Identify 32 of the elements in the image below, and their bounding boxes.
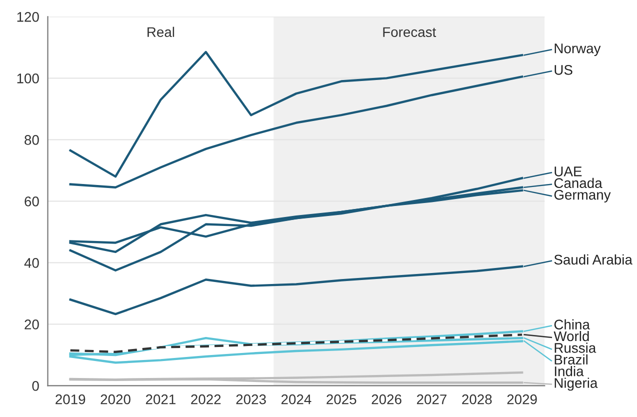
y-tick-label: 60 bbox=[24, 196, 39, 206]
legend-label: World bbox=[554, 330, 589, 342]
y-tick-label: 20 bbox=[24, 320, 39, 330]
x-tick-label: 2028 bbox=[462, 394, 492, 404]
text: Brazil bbox=[554, 354, 588, 365]
legend-label: Norway bbox=[554, 44, 601, 56]
y-tick-label: 0 bbox=[32, 381, 39, 391]
y-tick-label: 120 bbox=[17, 12, 39, 22]
y-tick-label: 40 bbox=[24, 258, 39, 268]
x-tick-label: 2023 bbox=[236, 394, 266, 404]
x-tick-label: 2029 bbox=[507, 394, 537, 404]
y-tick-label: 100 bbox=[17, 74, 39, 84]
legend-label: Germany bbox=[554, 190, 611, 202]
x-tick-label: 2021 bbox=[146, 394, 176, 404]
legend-label: UAE bbox=[554, 166, 582, 176]
legend-label: China bbox=[554, 319, 590, 330]
x-tick-label: 2027 bbox=[416, 394, 446, 404]
x-tick-label: 2022 bbox=[191, 394, 221, 404]
legend-label: Saudi Arabia bbox=[554, 254, 632, 265]
x-tick-label: 2019 bbox=[56, 394, 86, 404]
y-tick-label: 80 bbox=[24, 135, 39, 145]
legend-label: Russia bbox=[554, 342, 596, 353]
legend-label: Canada bbox=[554, 178, 602, 188]
band-label: Forecast bbox=[383, 27, 436, 38]
text: India bbox=[554, 366, 584, 376]
annotation: Real bbox=[148, 26, 174, 38]
x-tick-label: 2020 bbox=[100, 394, 130, 404]
x-tick-label: 2026 bbox=[372, 394, 402, 404]
legend-label: US bbox=[554, 65, 572, 75]
x-tick-label: 2025 bbox=[326, 394, 356, 404]
x-tick-label: 2024 bbox=[281, 394, 312, 404]
text: Nigeria bbox=[554, 378, 598, 391]
